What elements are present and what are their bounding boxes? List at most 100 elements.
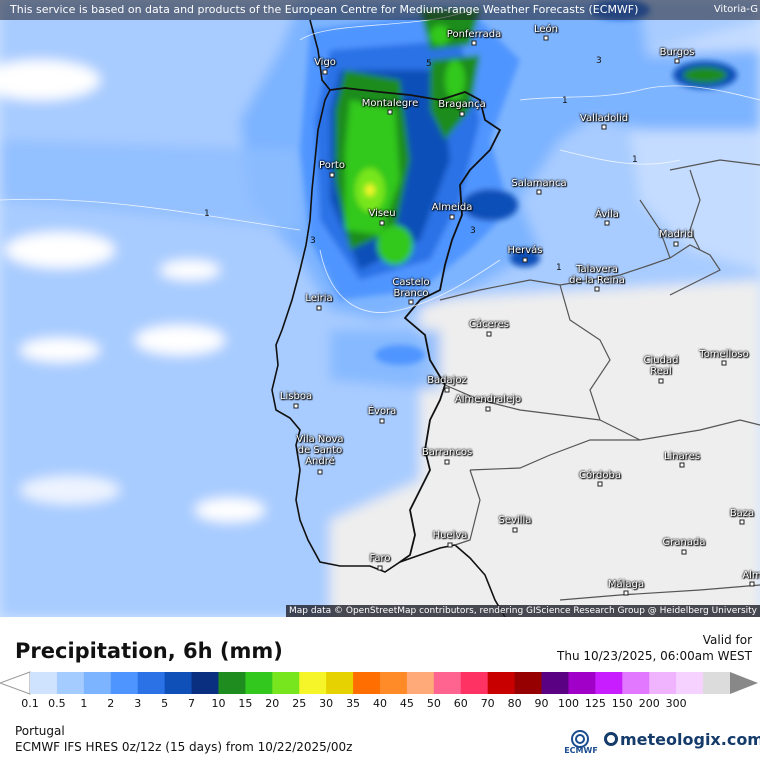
city-marker-icon bbox=[316, 305, 322, 311]
city-marker-icon bbox=[377, 565, 383, 571]
city-marker-icon bbox=[604, 220, 610, 226]
city-marker-icon bbox=[597, 481, 603, 487]
scale-tick-label: 300 bbox=[665, 697, 687, 710]
contour-label: 1 bbox=[562, 96, 568, 106]
valid-for-label: Valid for bbox=[702, 633, 752, 647]
city-marker-icon bbox=[512, 527, 518, 533]
scale-color-swatch bbox=[272, 672, 300, 694]
scale-color-swatch bbox=[110, 672, 139, 694]
city-label: Córdoba bbox=[579, 470, 621, 481]
city-marker-icon bbox=[387, 109, 393, 115]
city-marker-icon bbox=[486, 331, 492, 337]
city-marker-icon bbox=[721, 360, 727, 366]
city-marker-icon bbox=[536, 189, 542, 195]
meteologix-brand[interactable]: meteologix.com bbox=[604, 730, 760, 749]
city-marker-icon bbox=[379, 418, 385, 424]
city-marker-icon bbox=[317, 469, 323, 475]
city-label: Lisboa bbox=[279, 391, 313, 402]
city-marker-icon bbox=[379, 220, 385, 226]
city-label: Cáceres bbox=[468, 319, 510, 330]
region-label: Portugal bbox=[15, 724, 65, 738]
city-label: Huelva bbox=[432, 530, 468, 541]
legend-panel: Precipitation, 6h (mm) Valid for Thu 10/… bbox=[0, 617, 760, 760]
scale-color-swatch bbox=[326, 672, 354, 694]
city-label: Leiria bbox=[305, 293, 333, 304]
scale-tick-label: 5 bbox=[161, 697, 169, 710]
city-label: Montalegre bbox=[361, 98, 419, 109]
scale-color-swatch bbox=[137, 672, 166, 694]
scale-right-arrow bbox=[730, 672, 758, 694]
city-label: Ávila bbox=[595, 209, 619, 220]
scale-tick-label: 3 bbox=[134, 697, 142, 710]
precipitation-map[interactable]: 1 1 1 3 3 3 5 1 This service is based on… bbox=[0, 0, 760, 617]
scale-tick-label: 0.5 bbox=[48, 697, 66, 710]
city-marker-icon bbox=[543, 35, 549, 41]
scale-color-swatch bbox=[406, 672, 435, 694]
scale-tick-label: 125 bbox=[584, 697, 606, 710]
scale-color-swatch bbox=[595, 672, 623, 694]
city-label: Salamanca bbox=[511, 178, 567, 189]
city-marker-icon bbox=[293, 403, 299, 409]
city-marker-icon bbox=[681, 549, 687, 555]
scale-tick-label: 150 bbox=[611, 697, 633, 710]
city-marker-icon bbox=[459, 111, 465, 117]
scale-left-arrow bbox=[0, 671, 31, 695]
city-marker-icon bbox=[447, 542, 453, 548]
city-label: León bbox=[533, 24, 559, 35]
scale-color-swatch bbox=[83, 672, 112, 694]
scale-color-swatch bbox=[649, 672, 677, 694]
scale-color-swatch bbox=[218, 672, 246, 694]
city-label: Linares bbox=[663, 451, 701, 462]
city-label: Bragança bbox=[438, 99, 486, 110]
city-marker-icon bbox=[444, 387, 450, 393]
city-marker-icon bbox=[601, 124, 607, 130]
contour-label: 3 bbox=[310, 236, 316, 246]
city-marker-icon bbox=[322, 69, 328, 75]
city-label: Málaga bbox=[607, 579, 645, 590]
city-label: Faro bbox=[369, 553, 391, 564]
scale-color-swatch bbox=[245, 672, 273, 694]
city-marker-icon bbox=[739, 519, 745, 525]
corner-city-label: Vitoria-G bbox=[713, 4, 758, 15]
scale-tick-label: 0.1 bbox=[21, 697, 39, 710]
scale-tick-label: 7 bbox=[188, 697, 196, 710]
scale-tick-label: 70 bbox=[480, 697, 495, 710]
scale-color-swatch bbox=[460, 672, 489, 694]
scale-tick-label: 200 bbox=[638, 697, 660, 710]
scale-color-swatch bbox=[56, 672, 85, 694]
city-label: Vila Nova de Santo André bbox=[296, 434, 344, 467]
city-label: Ponferrada bbox=[446, 29, 502, 40]
scale-color-swatch bbox=[30, 672, 58, 694]
precipitation-field: 1 1 1 3 3 3 5 1 bbox=[0, 0, 760, 617]
city-label: Talavera de la Reina bbox=[569, 264, 625, 286]
city-marker-icon bbox=[749, 581, 755, 587]
scale-tick-label: 25 bbox=[292, 697, 307, 710]
valid-date: Thu 10/23/2025, 06:00am WEST bbox=[557, 649, 752, 663]
city-label: Almeida bbox=[431, 202, 473, 213]
contour-label: 1 bbox=[204, 209, 210, 219]
city-label: Baza bbox=[729, 508, 755, 519]
scale-color-swatch bbox=[541, 672, 569, 694]
scale-tick-label: 80 bbox=[507, 697, 522, 710]
brand-text: meteologix.com bbox=[620, 730, 760, 749]
city-marker-icon bbox=[522, 257, 528, 263]
city-label: Badajoz bbox=[427, 375, 467, 386]
city-marker-icon bbox=[679, 462, 685, 468]
model-run-label: ECMWF IFS HRES 0z/12z (15 days) from 10/… bbox=[15, 740, 353, 754]
city-label: Viseu bbox=[368, 208, 396, 219]
map-attribution: Map data © OpenStreetMap contributors, r… bbox=[286, 605, 760, 617]
city-marker-icon bbox=[674, 58, 680, 64]
scale-tick-label: 15 bbox=[238, 697, 253, 710]
scale-tick-label: 20 bbox=[265, 697, 280, 710]
scale-color-swatch bbox=[299, 672, 327, 694]
scale-color-swatch bbox=[703, 672, 731, 694]
contour-label: 1 bbox=[556, 263, 562, 273]
scale-tick-label: 100 bbox=[557, 697, 579, 710]
city-label: Burgos bbox=[659, 47, 695, 58]
city-marker-icon bbox=[673, 241, 679, 247]
city-label: Barrancos bbox=[421, 447, 473, 458]
city-marker-icon bbox=[485, 406, 491, 412]
banner-text: This service is based on data and produc… bbox=[10, 3, 639, 16]
contour-label: 5 bbox=[426, 59, 432, 69]
contour-label: 3 bbox=[470, 226, 476, 236]
